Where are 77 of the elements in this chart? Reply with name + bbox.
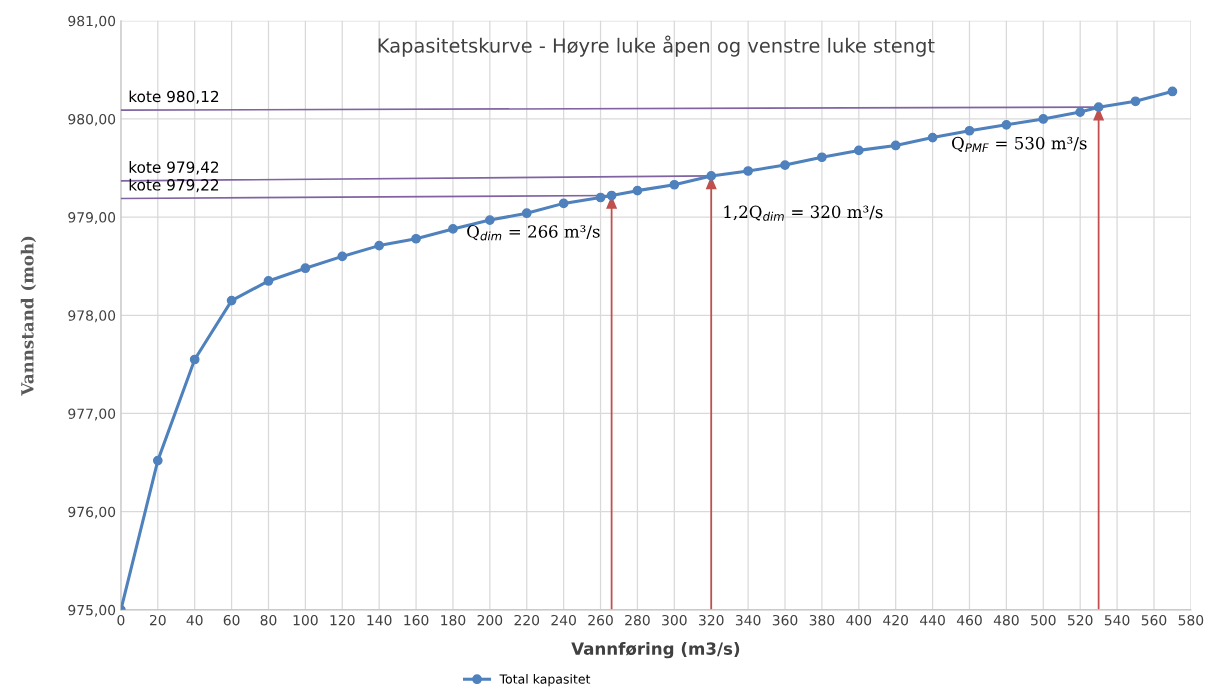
point: [1130, 96, 1141, 107]
point: [706, 171, 717, 181]
y-tick-label: 981,00: [68, 15, 116, 28]
y-tick-label: 978,00: [68, 310, 116, 323]
point: [927, 132, 938, 143]
point: [374, 240, 385, 251]
x-tick-label: 380: [809, 614, 835, 626]
x-tick-label: 420: [883, 614, 909, 626]
x-tick-label: 80: [260, 614, 277, 626]
x-tick-label: 360: [772, 614, 798, 626]
x-tick-label: 280: [625, 614, 650, 626]
point: [263, 276, 274, 286]
x-tick-label: 220: [514, 614, 540, 626]
point: [189, 354, 200, 365]
x-tick-label: 520: [1068, 614, 1093, 626]
x-tick-label: 400: [846, 614, 872, 626]
x-tick-label: 20: [149, 614, 166, 626]
x-tick-label: 240: [551, 614, 576, 626]
point: [411, 233, 421, 244]
point: [1001, 119, 1012, 130]
text: Kapasitetskurve - Høyre luke åpen og venstre luke stengt: [378, 35, 935, 57]
point: [743, 166, 753, 176]
point: [484, 215, 495, 225]
point: [1093, 102, 1104, 113]
point: [337, 251, 348, 262]
x-tick-label: 120: [330, 614, 355, 626]
x-tick-label: 320: [699, 614, 724, 626]
point: [669, 179, 680, 190]
point: [595, 192, 606, 203]
point: [964, 125, 975, 136]
annotation: Q$_{PMF}$ = 530 m³/s: [951, 136, 1087, 152]
x-axis-title: Vannføring (m3/s): [571, 642, 740, 659]
point: [606, 190, 617, 201]
point: [300, 263, 311, 274]
point: [1075, 107, 1086, 117]
y-tick-label: 980,00: [68, 113, 116, 126]
x-tick-label: 60: [223, 614, 240, 626]
x-tick-label: 580: [1178, 614, 1204, 626]
point: [853, 145, 864, 156]
point: [890, 140, 901, 151]
annotation: 1,2Q$_{dim}$ = 320 m³/s: [724, 205, 883, 221]
point: [817, 152, 827, 163]
x-tick-label: 480: [993, 614, 1019, 626]
point: [558, 198, 569, 209]
x-tick-label: 560: [1141, 614, 1167, 626]
x-tick-label: 180: [441, 614, 466, 626]
point: [1167, 86, 1178, 97]
x-tick-label: 460: [956, 614, 982, 626]
point: [226, 295, 237, 306]
point: [1038, 114, 1049, 124]
x-tick-label: 100: [293, 614, 318, 626]
x-tick-label: 40: [186, 614, 203, 626]
x-tick-label: 160: [404, 614, 429, 626]
x-tick-label: 540: [1104, 614, 1130, 626]
point: [521, 208, 532, 219]
series-label: kote 979,22: [129, 178, 219, 193]
annotation: Q$_{dim}$ = 266 m³/s: [467, 225, 600, 241]
y-tick-label: 976,00: [68, 506, 116, 519]
series-label: kote 980,12: [129, 90, 219, 104]
point: [780, 160, 790, 170]
x-tick-label: 200: [477, 614, 503, 626]
point: [632, 185, 643, 196]
legend-label: Total kapasitet: [499, 674, 591, 687]
y-tick-label: 979,00: [68, 212, 116, 225]
point: [448, 224, 458, 234]
x-tick-label: 0: [117, 614, 125, 626]
y-tick-label: 975,00: [68, 604, 116, 617]
x-tick-label: 300: [662, 614, 687, 626]
y-axis-title: Vannstand (moh): [20, 236, 37, 396]
x-tick-label: 500: [1031, 614, 1056, 626]
x-tick-label: 140: [367, 614, 392, 626]
point: [152, 455, 163, 466]
series-label: kote 979,42: [129, 161, 219, 175]
x-tick-label: 260: [588, 614, 613, 626]
x-tick-label: 340: [735, 614, 761, 626]
y-tick-label: 977,00: [68, 408, 116, 421]
x-tick-label: 440: [920, 614, 945, 626]
